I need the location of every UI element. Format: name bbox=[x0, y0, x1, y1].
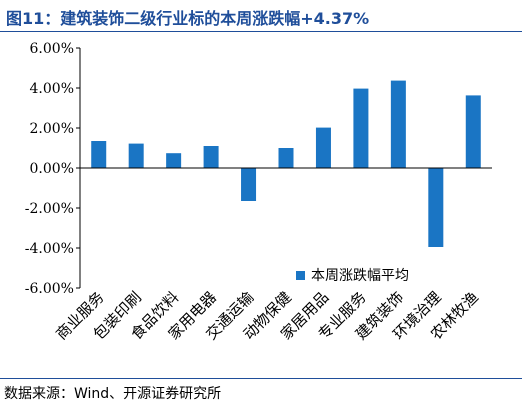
y-tick-label: -4.00% bbox=[25, 241, 74, 257]
bar bbox=[166, 153, 182, 168]
y-axis: 6.00% 4.00% 2.00% 0.00% -2.00% -4.00% -6.00% bbox=[25, 41, 81, 297]
bar bbox=[428, 168, 444, 247]
legend-label: 本周涨跌幅平均 bbox=[311, 268, 409, 284]
bar-chart: 6.00% 4.00% 2.00% 0.00% -2.00% -4.00% -6.00% 商… bbox=[25, 41, 492, 343]
bars bbox=[91, 80, 481, 247]
bar bbox=[203, 146, 219, 168]
y-tick-label: 2.00% bbox=[30, 121, 74, 137]
source-bar: 数据来源：Wind、开源证券研究所 bbox=[0, 378, 522, 405]
source-note: 数据来源：Wind、开源证券研究所 bbox=[4, 386, 222, 402]
y-tick-label: -6.00% bbox=[25, 281, 74, 297]
legend: 本周涨跌幅平均 bbox=[296, 268, 409, 284]
y-tick-label: 6.00% bbox=[30, 41, 74, 57]
bar bbox=[128, 143, 144, 168]
bar bbox=[390, 80, 406, 168]
legend-swatch bbox=[296, 271, 305, 280]
chart-title: 图11：建筑装饰二级行业标的本周涨跌幅+4.37% bbox=[6, 9, 370, 28]
figure-title-bar: 图11：建筑装饰二级行业标的本周涨跌幅+4.37% bbox=[0, 0, 522, 32]
x-axis: 商业服务包装印刷食品饮料家用电器交通运输动物保健家居用品专业服务建筑装饰环境治理… bbox=[52, 167, 492, 343]
y-tick-label: -2.00% bbox=[25, 201, 74, 217]
y-tick-label: 4.00% bbox=[30, 81, 74, 97]
bar bbox=[278, 148, 294, 168]
bar bbox=[353, 88, 369, 168]
y-tick-label: 0.00% bbox=[30, 161, 74, 177]
bar bbox=[465, 95, 481, 168]
bar bbox=[241, 168, 257, 201]
bar bbox=[91, 141, 107, 168]
bar bbox=[315, 127, 331, 168]
